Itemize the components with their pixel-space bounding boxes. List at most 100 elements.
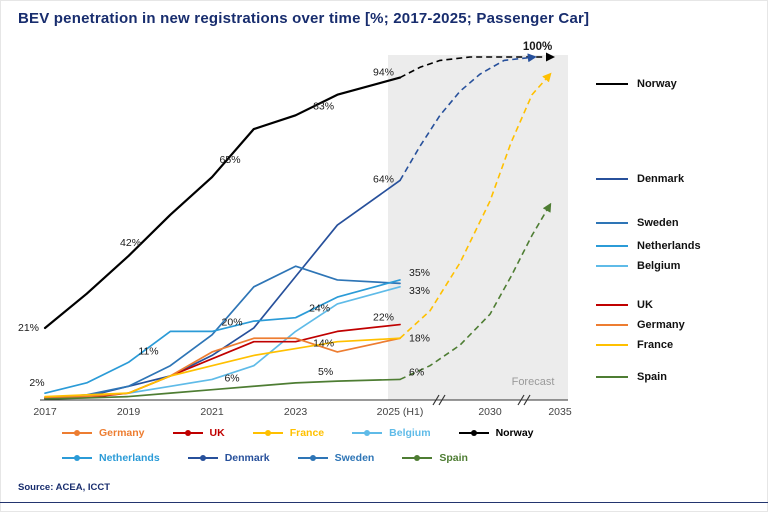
legend-bottom-item-germany: Germany — [62, 427, 145, 439]
legend-bottom-item-sweden: Sweden — [297, 452, 375, 464]
legend-bottom-item-netherlands: Netherlands — [62, 452, 160, 464]
data-label: 94% — [373, 67, 394, 79]
legend-line-swatch — [596, 178, 628, 180]
legend-line-swatch — [252, 429, 283, 436]
x-tick-label: 2025 (H1) — [377, 406, 424, 418]
legend-bottom-label: Sweden — [334, 452, 375, 464]
axis-break-mark — [523, 394, 531, 406]
legend-line-swatch — [62, 429, 92, 436]
forecast-line-france — [399, 72, 552, 339]
forecast-region-label: Forecast — [512, 376, 555, 388]
legend-marker-dot — [309, 454, 316, 461]
x-tick-label: 2035 — [548, 406, 572, 418]
x-tick-label: 2017 — [33, 406, 57, 418]
legend-right-item-france: France — [596, 339, 673, 351]
legend-right-item-spain: Spain — [596, 371, 667, 383]
x-tick-label: 2030 — [478, 406, 502, 418]
legend-right: Norway Denmark Sweden Netherlands Belgium UK G… — [596, 0, 768, 420]
legend-right-item-uk: UK — [596, 299, 653, 311]
series-line-denmark — [44, 179, 401, 400]
legend-line-swatch — [352, 429, 383, 436]
legend-line-swatch — [596, 304, 628, 306]
legend-marker-dot — [364, 429, 371, 436]
data-label: 24% — [309, 303, 330, 315]
data-label: 21% — [18, 322, 39, 334]
legend-line-swatch — [596, 222, 628, 224]
legend-right-label: UK — [637, 299, 653, 311]
forecast-band — [388, 55, 568, 400]
legend-right-label: Belgium — [637, 260, 681, 272]
legend-marker-dot — [74, 454, 80, 461]
legend-right-item-netherlands: Netherlands — [596, 240, 701, 252]
series-line-uk — [44, 323, 401, 400]
legend-line-swatch — [596, 376, 628, 378]
legend-bottom-item-belgium: Belgium — [352, 427, 431, 439]
series-line-netherlands — [44, 279, 401, 394]
legend-right-label: Germany — [637, 319, 685, 331]
data-label: 64% — [373, 173, 394, 185]
legend-right-item-belgium: Belgium — [596, 260, 680, 272]
legend-right-item-denmark: Denmark — [596, 173, 684, 185]
data-label: 33% — [409, 285, 430, 297]
legend-line-swatch — [187, 454, 218, 461]
legend-bottom-row-2: Netherlands Denmark Sweden Spain — [62, 452, 468, 464]
data-label: 14% — [313, 338, 334, 350]
data-label: 6% — [409, 366, 424, 378]
legend-bottom-label: Germany — [99, 427, 145, 439]
axis-break-mark — [432, 394, 440, 406]
legend-line-swatch — [402, 454, 433, 461]
data-label: 2% — [29, 377, 44, 389]
legend-bottom-item-france: France — [252, 427, 325, 439]
legend-line-swatch — [458, 429, 489, 436]
forecast-line-norway — [399, 52, 555, 79]
legend-line-swatch — [596, 265, 628, 267]
legend-line-swatch — [297, 454, 328, 461]
data-label: 35% — [409, 267, 430, 279]
legend-right-item-sweden: Sweden — [596, 217, 679, 229]
legend-bottom-label: Norway — [495, 427, 534, 439]
forecast-line-denmark — [399, 53, 537, 181]
series-line-germany — [44, 337, 401, 399]
legend-line-swatch — [596, 344, 628, 346]
data-label: 11% — [138, 345, 158, 357]
data-label: 42% — [120, 237, 141, 249]
series-line-france — [44, 337, 401, 398]
legend-right-label: Norway — [637, 78, 677, 90]
source-note: Source: ACEA, ICCT — [18, 482, 111, 493]
data-label: 22% — [373, 312, 394, 324]
data-label: 5% — [318, 366, 333, 378]
data-label: 100% — [523, 41, 552, 53]
x-tick-label: 2023 — [284, 406, 308, 418]
legend-bottom-label: UK — [209, 427, 225, 439]
legend-right-label: Netherlands — [637, 240, 701, 252]
x-tick-label: 2021 — [200, 406, 224, 418]
legend-right-label: Sweden — [637, 217, 679, 229]
data-label: 18% — [409, 332, 430, 344]
series-line-spain — [44, 378, 401, 400]
legend-bottom-row-1: Germany UK France Belgium Norway — [62, 427, 534, 439]
legend-marker-dot — [264, 429, 271, 436]
legend-marker-dot — [74, 429, 80, 436]
legend-bottom-item-spain: Spain — [402, 452, 468, 464]
legend-marker-dot — [199, 454, 206, 461]
legend-bottom-label: France — [289, 427, 325, 439]
axis-break-mark — [438, 394, 446, 406]
data-label: 83% — [313, 100, 334, 112]
legend-marker-dot — [470, 429, 477, 436]
legend-bottom-label: Denmark — [224, 452, 270, 464]
legend-line-swatch — [62, 454, 92, 461]
axis-break-mark — [517, 394, 525, 406]
legend-right-label: Spain — [637, 371, 667, 383]
legend-right-label: France — [637, 339, 674, 351]
legend-bottom-label: Belgium — [389, 427, 431, 439]
legend-bottom-item-denmark: Denmark — [187, 452, 270, 464]
series-line-sweden — [44, 265, 401, 399]
legend-line-swatch — [596, 83, 628, 85]
data-label: 6% — [224, 372, 239, 384]
legend-right-label: Denmark — [637, 173, 685, 185]
legend-line-swatch — [172, 429, 203, 436]
legend-marker-dot — [184, 429, 191, 436]
legend-bottom-item-norway: Norway — [458, 427, 534, 439]
legend-right-item-norway: Norway — [596, 78, 677, 90]
